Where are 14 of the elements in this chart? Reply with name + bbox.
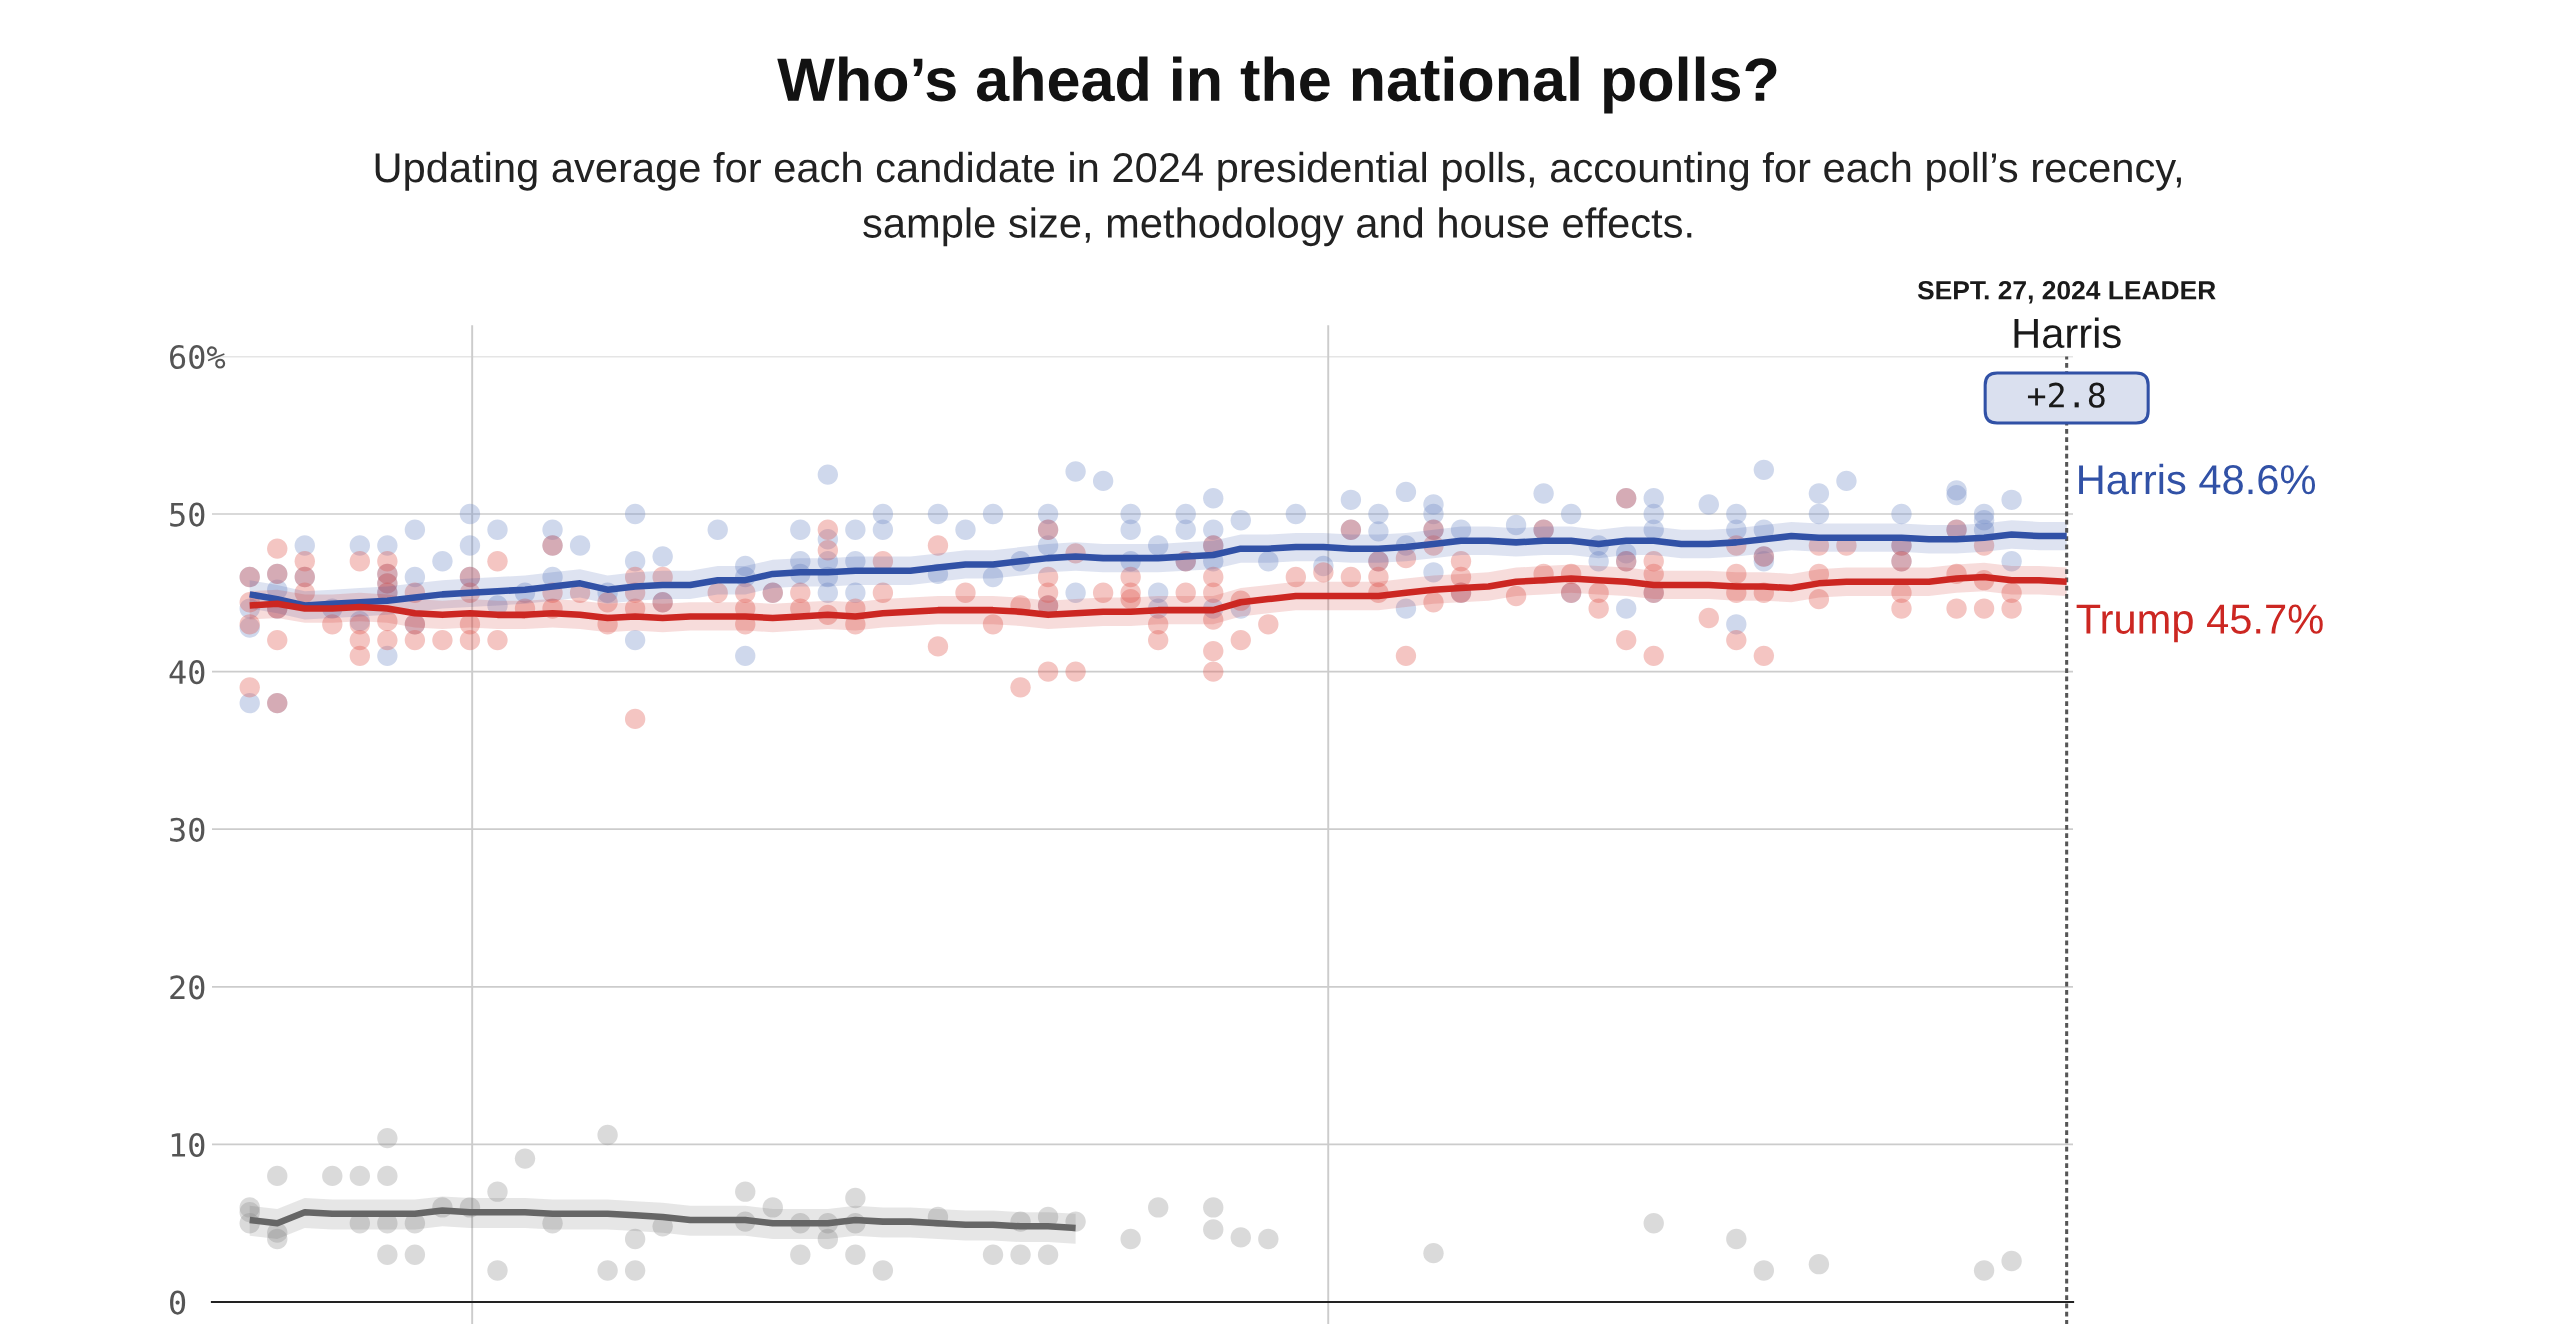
y-tick-label: 10 <box>171 1132 205 1158</box>
chart-subtitle: Updating average for each candidate in 2024 presidential polls, accounting for each poll’s recency, sample size, methodology and house effects. <box>375 151 2181 247</box>
data-label: Trump 45.7% <box>2076 604 2323 643</box>
text: SEPT. 27, 2024 LEADER <box>1917 280 2216 304</box>
y-tick-label: 50 <box>170 502 205 527</box>
text: Harris <box>2014 317 2121 349</box>
y-tick-label: 20 <box>170 975 205 1000</box>
y-tick-label: 0 <box>170 1290 186 1315</box>
y-tick-label: 30 <box>170 817 205 842</box>
y-tick-label: 60% <box>170 344 226 370</box>
y-tick-label: 40 <box>169 660 205 685</box>
annotation: +2.8 <box>2027 382 2105 408</box>
data-label: Harris 48.6% <box>2079 463 2316 495</box>
chart-title: Who’s ahead in the national polls? <box>777 56 1777 114</box>
